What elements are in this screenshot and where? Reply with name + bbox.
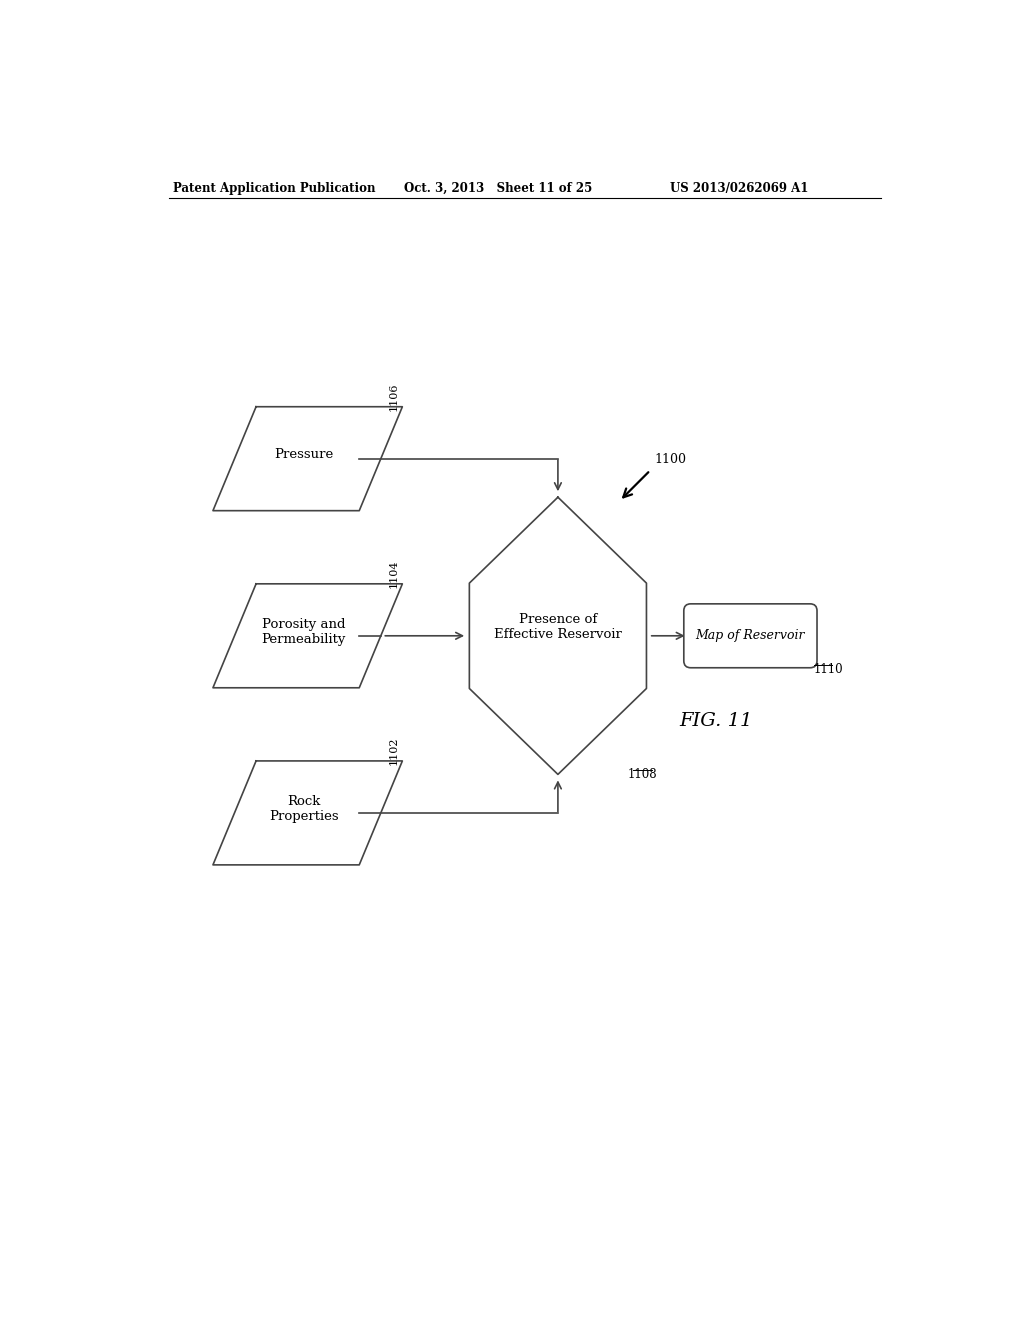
Text: 1110: 1110 <box>814 663 844 676</box>
Text: Map of Reservoir: Map of Reservoir <box>695 630 805 643</box>
Text: Patent Application Publication: Patent Application Publication <box>173 182 376 194</box>
Text: FIG. 11: FIG. 11 <box>679 711 753 730</box>
Text: Porosity and
Permeability: Porosity and Permeability <box>261 618 346 645</box>
Text: 1108: 1108 <box>628 768 657 781</box>
Text: 1102: 1102 <box>388 737 398 764</box>
Text: 1106: 1106 <box>388 381 398 411</box>
Text: US 2013/0262069 A1: US 2013/0262069 A1 <box>670 182 808 194</box>
Text: Rock
Properties: Rock Properties <box>269 795 339 824</box>
Text: Pressure: Pressure <box>274 449 334 462</box>
Text: 1100: 1100 <box>654 453 686 466</box>
Text: Presence of
Effective Reservoir: Presence of Effective Reservoir <box>494 612 622 640</box>
Text: Oct. 3, 2013   Sheet 11 of 25: Oct. 3, 2013 Sheet 11 of 25 <box>403 182 592 194</box>
Text: 1104: 1104 <box>388 560 398 587</box>
FancyBboxPatch shape <box>684 603 817 668</box>
